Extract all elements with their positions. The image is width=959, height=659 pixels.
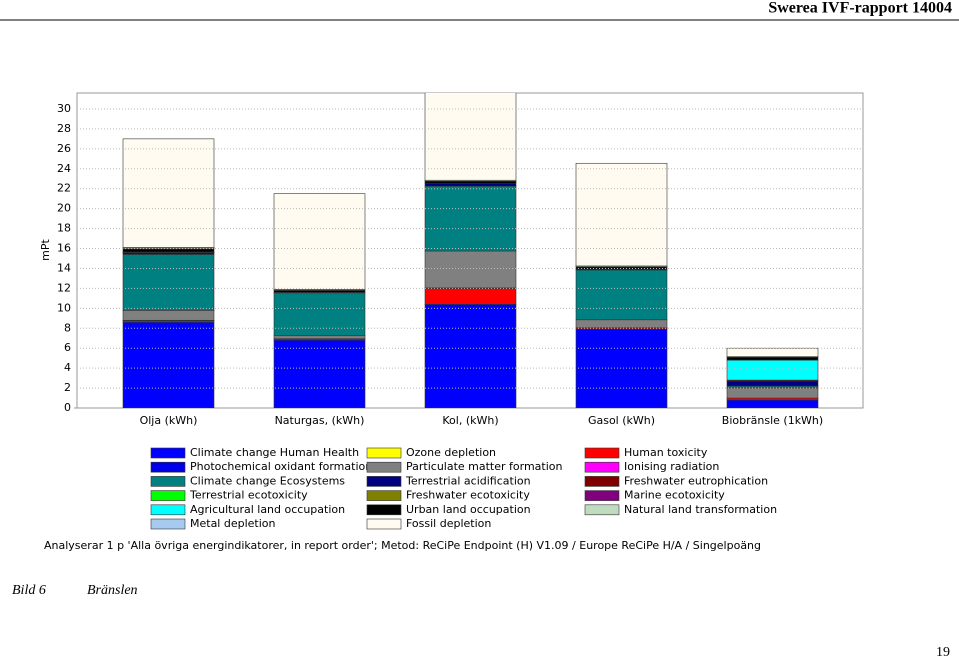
bar-segment (424, 93, 517, 181)
bar-segment (273, 339, 366, 408)
y-tick-label: 8 (64, 321, 71, 334)
legend-label: Ozone depletion (406, 446, 496, 459)
y-tick-label: 12 (57, 281, 71, 294)
y-tick-label: 24 (57, 162, 71, 175)
legend-label: Agricultural land occupation (190, 503, 345, 516)
legend-swatch (366, 461, 402, 473)
legend-label: Freshwater ecotoxicity (406, 489, 530, 502)
bar-segment (575, 269, 668, 321)
x-tick-label: Biobränsle (1kWh) (722, 414, 823, 427)
legend-swatch (584, 490, 620, 501)
bar-segment (122, 248, 215, 253)
legend-label: Natural land transformation (624, 503, 777, 516)
legend-label: Particulate matter formation (406, 460, 563, 473)
bar-segment (575, 328, 668, 408)
bar-segment (726, 380, 819, 387)
y-tick-label: 4 (64, 361, 71, 374)
y-tick-label: 14 (57, 261, 71, 274)
legend-swatch (150, 518, 186, 530)
legend-label: Fossil depletion (406, 517, 491, 530)
x-tick-label: Gasol (kWh) (588, 414, 655, 427)
legend-label: Terrestrial ecotoxicity (189, 489, 308, 502)
bar-segment (273, 335, 366, 340)
y-axis-label: mPt (39, 238, 52, 260)
legend-swatch (150, 490, 186, 501)
bar-segment (726, 399, 819, 408)
legend-swatch (366, 490, 402, 501)
y-tick-label: 18 (57, 222, 71, 235)
bar-segment (726, 387, 819, 399)
bar-segment (575, 319, 668, 329)
y-tick-label: 30 (57, 102, 71, 115)
legend-label: Human toxicity (624, 446, 708, 459)
header-title: Swerea IVF-rapport 14004 (768, 0, 952, 17)
bar-segment (424, 304, 517, 408)
legend-swatch (150, 447, 186, 459)
legend-swatch (150, 461, 186, 473)
legend-label: Marine ecotoxicity (624, 489, 725, 502)
bar-segment (575, 162, 668, 267)
bar-segment (122, 138, 215, 248)
legend-swatch (584, 504, 620, 516)
legend-swatch (584, 461, 620, 473)
bar-segment (726, 356, 819, 361)
page-number: 19 (936, 645, 950, 659)
legend-swatch (366, 504, 402, 516)
y-tick-label: 2 (64, 381, 71, 394)
legend-swatch (584, 476, 620, 487)
caption-label: Bild 6 (12, 583, 46, 598)
bar-segment (273, 193, 366, 290)
y-tick-label: 26 (57, 142, 71, 155)
bar-segment (273, 292, 366, 337)
legend-label: Ionising radiation (624, 460, 719, 473)
caption-text: Bränslen (87, 583, 138, 598)
legend-label: Freshwater eutrophication (624, 474, 768, 487)
bar-segment (424, 250, 517, 289)
bar-segment (424, 288, 517, 305)
bar-segment (726, 347, 819, 357)
x-tick-label: Kol, (kWh) (442, 414, 498, 427)
legend-swatch (584, 447, 620, 459)
legend-swatch (150, 504, 186, 516)
x-tick-label: Naturgas, (kWh) (275, 414, 365, 427)
bar-segment (122, 310, 215, 321)
chart-note: Analyserar 1 p 'Alla övriga energindikat… (44, 539, 761, 552)
bars (122, 93, 819, 408)
y-tick-label: 16 (57, 242, 71, 255)
y-tick-label: 10 (57, 301, 71, 314)
legend-label: Photochemical oxidant formation (190, 460, 372, 473)
y-tick-label: 22 (57, 182, 71, 195)
legend-label: Climate change Ecosystems (190, 474, 345, 487)
legend-label: Urban land occupation (406, 503, 531, 516)
bar-segment (424, 182, 517, 187)
y-tick-label: 28 (57, 122, 71, 135)
legend-label: Metal depletion (190, 517, 276, 530)
x-tick-label: Olja (kWh) (140, 414, 198, 427)
y-tick-label: 20 (57, 202, 71, 215)
legend-label: Terrestrial acidification (405, 474, 531, 487)
legend-swatch (366, 447, 402, 459)
bar-segment (122, 254, 215, 311)
legend-swatch (366, 518, 402, 530)
bar-segment (424, 185, 517, 252)
legend-swatch (366, 476, 402, 487)
bar-segment (122, 321, 215, 408)
y-tick-label: 0 (64, 401, 71, 414)
legend-swatch (150, 476, 186, 487)
bar-segment (726, 359, 819, 381)
y-tick-label: 6 (64, 341, 71, 354)
legend-label: Climate change Human Health (190, 446, 359, 459)
